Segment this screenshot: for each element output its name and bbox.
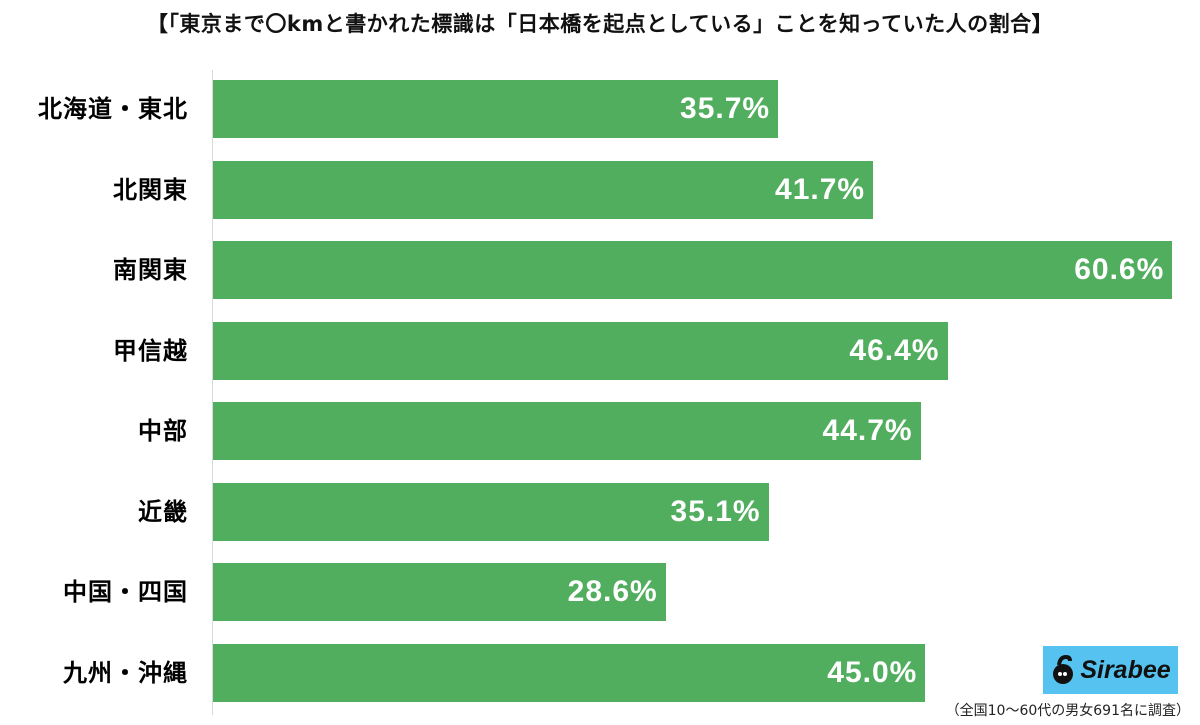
value-label: 46.4%: [849, 333, 940, 367]
value-label: 60.6%: [1074, 253, 1165, 286]
bar: 35.1%: [213, 482, 769, 541]
value-label: 41.7%: [775, 172, 866, 206]
bar-row: 九州・沖縄 45.0%: [0, 643, 1200, 702]
category-label: 北関東: [113, 175, 188, 204]
bar: 60.6%: [213, 241, 1173, 299]
chart-title: 【「東京まで〇kmと書かれた標識は「日本橋を起点としている」ことを知っていた人の…: [146, 12, 1054, 36]
sirabee-mascot-icon: [1053, 655, 1074, 684]
category-label: 北海道・東北: [38, 95, 188, 123]
category-label: 中部: [138, 417, 188, 445]
bar-row: 南関東 60.6%: [0, 241, 1200, 299]
value-label: 35.1%: [670, 494, 761, 528]
bar: 41.7%: [213, 160, 874, 219]
y-axis-line: [212, 70, 213, 715]
bar: 28.6%: [213, 563, 666, 621]
category-label: 甲信越: [113, 336, 188, 365]
value-label: 45.0%: [827, 655, 918, 689]
bar: 46.4%: [213, 321, 948, 380]
bar: 45.0%: [213, 643, 926, 702]
category-label: 近畿: [138, 497, 188, 526]
bar-row: 甲信越 46.4%: [0, 321, 1200, 380]
value-label: 44.7%: [822, 414, 913, 447]
bar-row: 近畿 35.1%: [0, 482, 1200, 541]
category-label: 南関東: [113, 256, 188, 284]
bar: 35.7%: [213, 80, 779, 138]
bar-row: 北関東 41.7%: [0, 160, 1200, 219]
bar: 44.7%: [213, 402, 921, 460]
sirabee-logo: Sirabee: [1043, 646, 1178, 694]
logo-text: Sirabee: [1080, 655, 1171, 684]
survey-footnote: （全国10〜60代の男女691名に調査）: [945, 703, 1190, 719]
bar-row: 中部 44.7%: [0, 402, 1200, 460]
category-label: 中国・四国: [63, 578, 188, 606]
category-label: 九州・沖縄: [63, 658, 188, 687]
value-label: 28.6%: [567, 575, 658, 608]
bar-row: 中国・四国 28.6%: [0, 563, 1200, 621]
bar-row: 北海道・東北 35.7%: [0, 80, 1200, 138]
value-label: 35.7%: [680, 92, 771, 125]
